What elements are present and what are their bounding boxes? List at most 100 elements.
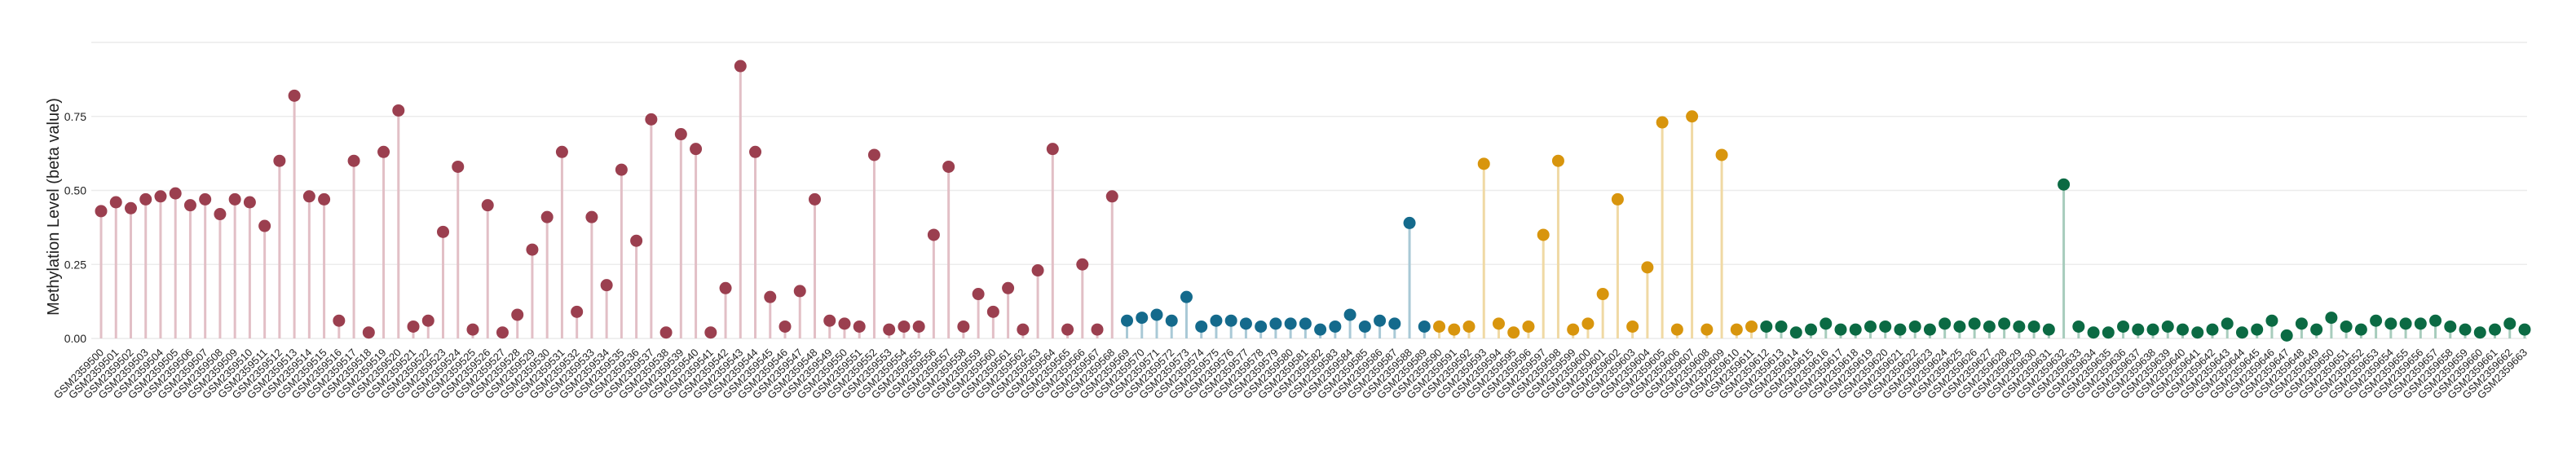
lollipop-point	[1343, 308, 1356, 321]
lollipop-point	[2221, 317, 2234, 330]
lollipop-point	[2414, 317, 2427, 330]
lollipop-point	[2459, 323, 2472, 336]
lollipop-point	[2429, 314, 2442, 327]
lollipop-point	[1017, 323, 1030, 336]
lollipop-point	[749, 145, 762, 158]
lollipop-point	[1551, 154, 1564, 167]
lollipop-point	[1730, 323, 1743, 336]
lollipop-point	[2489, 323, 2502, 336]
lollipop-point	[2518, 323, 2531, 336]
lollipop-point	[1953, 320, 1966, 333]
lollipop-point	[1002, 281, 1015, 294]
lollipop-point	[333, 314, 346, 327]
lollipop-point	[1864, 320, 1877, 333]
lollipop-point	[555, 145, 568, 158]
lollipop-point	[2206, 323, 2219, 336]
lollipop-point	[2132, 323, 2145, 336]
x-axis-tick-labels: GSM2359500GSM2359501GSM2359502GSM2359503…	[51, 347, 2530, 401]
lollipop-point	[2161, 320, 2174, 333]
lollipop-point	[1998, 317, 2011, 330]
lollipop-point	[1031, 264, 1044, 277]
lollipop-stems	[99, 66, 2526, 338]
lollipop-point	[2280, 329, 2293, 342]
lollipop-point	[1136, 312, 1149, 325]
lollipop-point	[1239, 317, 1252, 330]
lollipop-point	[2146, 323, 2159, 336]
lollipop-point	[2013, 320, 2026, 333]
lollipop-point	[1492, 317, 1505, 330]
lollipop-point	[779, 320, 792, 333]
lollipop-point	[838, 317, 851, 330]
lollipop-point	[630, 234, 643, 247]
lollipop-point	[258, 219, 271, 232]
y-axis-title: Methylation Level (beta value)	[45, 98, 63, 316]
lollipop-point	[1224, 314, 1237, 327]
lollipop-point	[1046, 143, 1059, 156]
lollipop-point	[808, 192, 821, 206]
lollipop-point	[585, 210, 598, 223]
y-tick-label: 0.75	[64, 110, 86, 123]
lollipop-point	[1789, 326, 1802, 339]
lollipop-point	[1374, 314, 1387, 327]
lollipop-point	[1418, 320, 1431, 333]
lollipop-point	[793, 285, 806, 298]
lollipop-point	[199, 192, 212, 206]
lollipop-point	[1834, 323, 1847, 336]
lollipop-point	[2058, 178, 2071, 191]
lollipop-point	[2087, 326, 2100, 339]
y-tick-label: 0.25	[64, 258, 86, 271]
lollipop-point	[719, 281, 732, 294]
lollipop-point	[1477, 157, 1490, 170]
lollipop-point	[2384, 317, 2397, 330]
lollipop-point	[1908, 320, 1921, 333]
lollipop-point	[927, 228, 940, 241]
lollipop-point	[1581, 317, 1595, 330]
lollipop-point	[2265, 314, 2278, 327]
lollipop-point	[1968, 317, 1981, 330]
lollipop-point	[1567, 323, 1580, 336]
lollipop-point	[2117, 320, 2130, 333]
lollipop-point	[407, 320, 420, 333]
lollipop-point	[571, 305, 584, 318]
lollipop-point	[452, 160, 465, 173]
lollipop-point	[1805, 323, 1818, 336]
lollipop-point	[2473, 326, 2486, 339]
lollipop-point	[2370, 314, 2383, 327]
lollipop-point	[867, 148, 880, 161]
lollipop-point	[1314, 323, 1327, 336]
lollipop-point	[912, 320, 925, 333]
lollipop-point	[421, 314, 434, 327]
lollipop-point	[1700, 323, 1714, 336]
lollipop-point	[1255, 320, 1268, 333]
lollipop-point	[273, 154, 286, 167]
lollipop-point	[347, 154, 360, 167]
lollipop-point	[1299, 317, 1312, 330]
lollipop-point	[124, 201, 137, 214]
lollipop-point	[511, 308, 524, 321]
y-axis-ticks: 0.00 0.25 0.50 0.75	[64, 110, 86, 345]
lollipop-point	[496, 326, 509, 339]
lollipop-point	[1596, 288, 1609, 301]
lollipop-point	[1879, 320, 1892, 333]
lollipop-point	[1923, 323, 1936, 336]
lollipop-point	[2295, 317, 2308, 330]
lollipop-point	[853, 320, 866, 333]
lollipop-point	[1195, 320, 1208, 333]
lollipop-point	[2191, 326, 2204, 339]
lollipop-point	[1894, 323, 1907, 336]
lollipop-point	[957, 320, 970, 333]
lollipop-point	[1269, 317, 1282, 330]
lollipop-point	[1641, 261, 1654, 274]
lollipop-point	[600, 279, 613, 292]
lollipop-point	[1180, 290, 1193, 303]
lollipop-point	[466, 323, 479, 336]
lollipop-point	[2503, 317, 2516, 330]
lollipop-point	[288, 89, 301, 102]
lollipop-point	[690, 143, 703, 156]
lollipop-point	[540, 210, 554, 223]
lollipop-point	[2102, 326, 2115, 339]
lollipop-point	[1611, 192, 1624, 206]
lollipop-point	[1939, 317, 1952, 330]
lollipop-point	[214, 208, 227, 221]
y-tick-label: 0.00	[64, 332, 86, 345]
